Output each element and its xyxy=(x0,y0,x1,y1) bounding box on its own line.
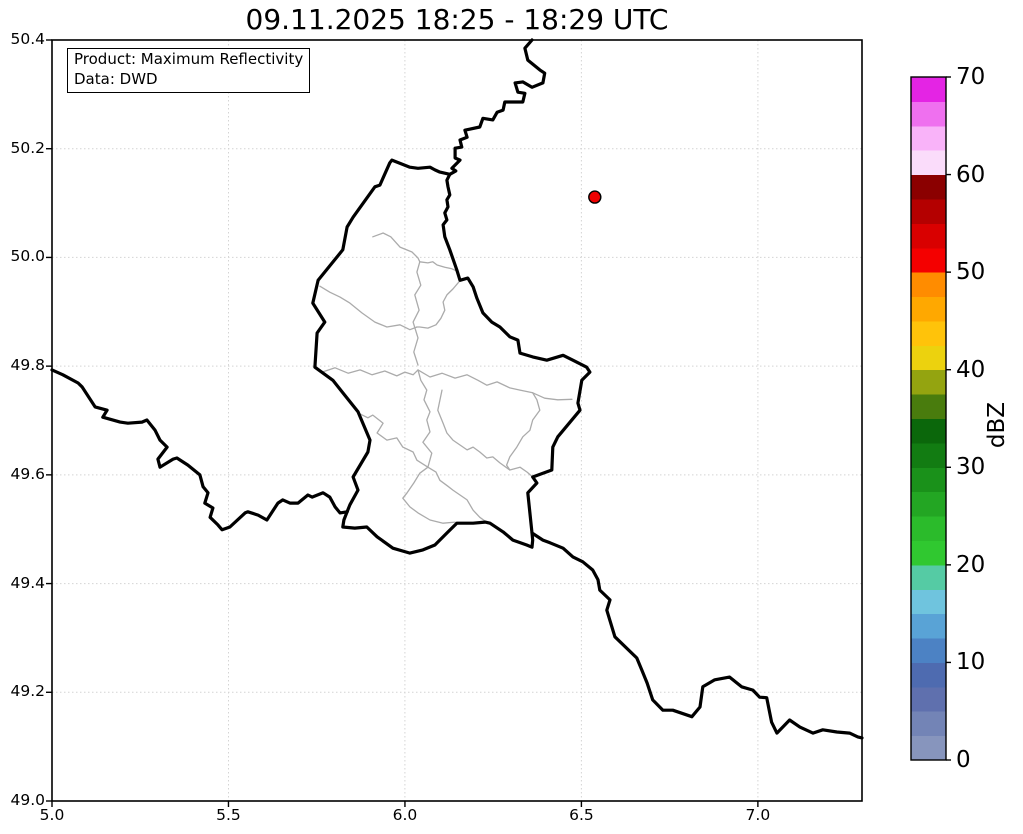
colorbar-segment xyxy=(911,150,946,176)
colorbar-segment xyxy=(911,589,946,615)
belgium-germany-border xyxy=(448,38,547,176)
y-tick-label: 50.4 xyxy=(10,30,45,48)
y-tick-label: 49.6 xyxy=(10,464,45,483)
colorbar-tick-label: 60 xyxy=(956,161,986,188)
france-belgium-border xyxy=(50,368,349,532)
y-tick-label: 49.8 xyxy=(10,356,45,375)
luxembourg-west-belgium-border xyxy=(311,158,452,514)
colorbar-tick-label: 0 xyxy=(956,747,971,773)
colorbar-segment xyxy=(911,223,946,249)
x-tick-label: 5.5 xyxy=(216,806,241,824)
district-border-path xyxy=(437,389,534,478)
y-tick-label: 50.2 xyxy=(10,138,45,157)
x-tick-label: 6.5 xyxy=(569,806,594,824)
district-border-path xyxy=(314,366,573,401)
colorbar-segment xyxy=(911,491,946,517)
colorbar-segment xyxy=(911,77,946,102)
colorbar-segment xyxy=(911,174,946,200)
colorbar-segment xyxy=(911,540,946,566)
colorbar-tick-label: 50 xyxy=(956,259,986,286)
luxembourg-east-and-france-germany-border xyxy=(441,172,864,740)
colorbar-segment xyxy=(911,516,946,541)
colorbar-segment xyxy=(911,442,946,468)
colorbar-segment xyxy=(911,247,946,273)
y-tick-label: 49.2 xyxy=(10,682,45,701)
district-border-path xyxy=(505,392,541,471)
colorbar-tick-label: 10 xyxy=(956,649,986,676)
colorbar-segment xyxy=(911,125,946,151)
x-tick-label: 7.0 xyxy=(745,806,771,824)
colorbar-segment xyxy=(911,638,946,663)
colorbar-tick-label: 40 xyxy=(956,356,986,383)
colorbar-unit-label: dBZ xyxy=(984,401,1010,449)
location-marker xyxy=(588,190,602,204)
district-border-path xyxy=(357,412,429,468)
data-source-line: Data: DWD xyxy=(74,69,158,88)
colorbar-segment xyxy=(911,467,946,493)
colorbar-segment xyxy=(911,394,946,419)
colorbar-segment xyxy=(911,662,946,688)
figure-title: 09.11.2025 18:25 - 18:29 UTC xyxy=(245,3,669,36)
district-border-path xyxy=(412,261,422,366)
colorbar-segment xyxy=(911,564,946,590)
colorbar-segment xyxy=(911,320,946,346)
colorbar-segment xyxy=(911,369,946,395)
luxembourg-south-france-border xyxy=(341,510,535,555)
colorbar-segment xyxy=(911,272,946,298)
district-border-path xyxy=(416,281,460,329)
product-info-box: Product: Maximum Reflectivity Data: DWD xyxy=(67,48,311,93)
plot-frame xyxy=(51,39,863,802)
colorbar-segment xyxy=(911,345,946,371)
colorbar-segment xyxy=(911,613,946,639)
y-tick-label: 49.0 xyxy=(10,791,45,809)
district-border-path xyxy=(417,369,433,468)
colorbar-tick-label: 20 xyxy=(956,551,986,578)
colorbar-segment xyxy=(911,686,946,712)
colorbar-tick-label: 70 xyxy=(956,64,986,90)
colorbar-tick-label: 30 xyxy=(956,454,986,481)
colorbar-segment xyxy=(911,198,946,224)
district-border-path xyxy=(319,285,418,331)
y-tick-label: 49.4 xyxy=(10,573,45,592)
colorbar-segment xyxy=(911,735,946,761)
y-tick-label: 50.0 xyxy=(10,247,45,266)
colorbar-segment xyxy=(911,711,946,737)
district-border-path xyxy=(427,466,486,522)
colorbar-segment xyxy=(911,296,946,322)
district-border-path xyxy=(402,466,456,524)
colorbar-frame xyxy=(910,76,947,761)
x-tick-label: 5.0 xyxy=(39,806,65,824)
x-tick-label: 6.0 xyxy=(392,806,418,824)
product-info-line: Product: Maximum Reflectivity xyxy=(74,50,304,68)
colorbar-segment xyxy=(911,418,946,444)
colorbar-segment xyxy=(911,101,946,127)
